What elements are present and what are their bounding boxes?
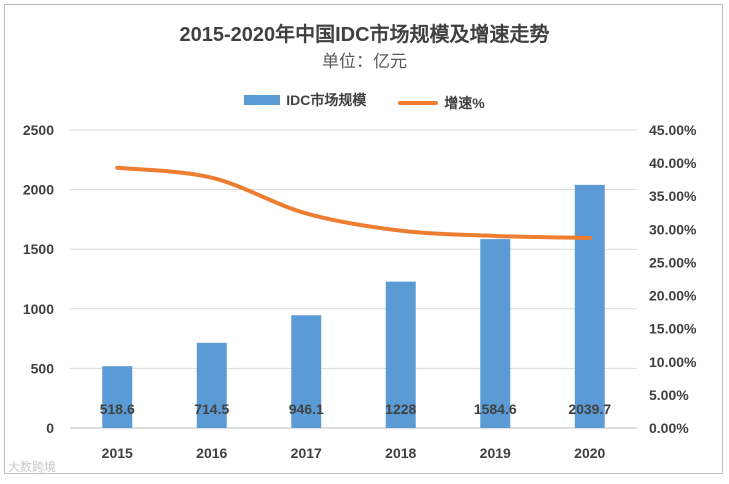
bar-data-label: 1228 (385, 401, 416, 417)
legend-line-label: 增速% (444, 95, 485, 111)
y-left-tick-label: 1500 (23, 241, 54, 257)
y-right-tick-label: 5.00% (649, 387, 689, 403)
bar-data-label: 714.5 (194, 401, 229, 417)
legend-bar-swatch (244, 95, 281, 105)
bar-data-label: 2039.7 (568, 401, 611, 417)
y-left-tick-label: 2000 (23, 182, 54, 198)
y-left-tick-label: 1000 (23, 301, 54, 317)
y-left-tick-label: 0 (46, 420, 54, 436)
bar-data-label: 1584.6 (474, 401, 517, 417)
bar (291, 315, 322, 428)
bar-series (102, 184, 605, 428)
x-axis: 2015 2016 2017 2018 2019 2020 (102, 445, 606, 461)
x-tick-label: 2020 (574, 445, 605, 461)
watermark: 大数跨境 (8, 460, 57, 474)
y-left-tick-label: 500 (31, 360, 55, 376)
x-tick-label: 2017 (291, 445, 322, 461)
y-right-tick-label: 25.00% (649, 254, 697, 270)
bar-data-label: 946.1 (289, 401, 324, 417)
bar (196, 342, 227, 428)
growth-line (115, 165, 592, 240)
bar (102, 366, 133, 428)
chart-title: 2015-2020年中国IDC市场规模及增速走势 (179, 24, 550, 46)
y-right-tick-label: 0.00% (649, 420, 689, 436)
bar (574, 184, 605, 428)
y-right-tick-label: 20.00% (649, 288, 697, 304)
bar (480, 239, 511, 428)
x-tick-label: 2016 (196, 445, 227, 461)
y-axis-right: 0.00% 5.00% 10.00% 15.00% 20.00% 25.00% 30.00%… (649, 122, 697, 436)
line-series (115, 165, 592, 240)
y-right-tick-label: 35.00% (649, 188, 697, 204)
x-tick-label: 2018 (385, 445, 416, 461)
y-right-tick-label: 10.00% (649, 354, 697, 370)
legend-bar-label: IDC市场规模 (286, 92, 367, 108)
x-tick-label: 2015 (102, 445, 133, 461)
x-tick-label: 2019 (480, 445, 511, 461)
legend-item-bar: IDC市场规模 (244, 90, 366, 110)
legend-item-line: 增速% (398, 93, 485, 113)
chart-subtitle: 单位：亿元 (322, 52, 407, 71)
y-right-tick-label: 45.00% (649, 122, 697, 138)
bar-data-label: 518.6 (100, 401, 135, 417)
y-right-tick-label: 30.00% (649, 221, 697, 237)
legend-line-swatch (398, 101, 439, 105)
bar-data-labels: 518.6 714.5 946.1 1228 1584.6 2039.7 (100, 401, 612, 417)
y-left-tick-label: 2500 (23, 122, 54, 138)
grid-lines (70, 129, 637, 429)
y-right-tick-label: 15.00% (649, 321, 697, 337)
chart-legend: IDC市场规模 增速% (0, 90, 729, 113)
y-axis-left: 0 500 1000 1500 2000 2500 (23, 122, 54, 436)
bar (385, 281, 416, 428)
y-right-tick-label: 40.00% (649, 155, 697, 171)
